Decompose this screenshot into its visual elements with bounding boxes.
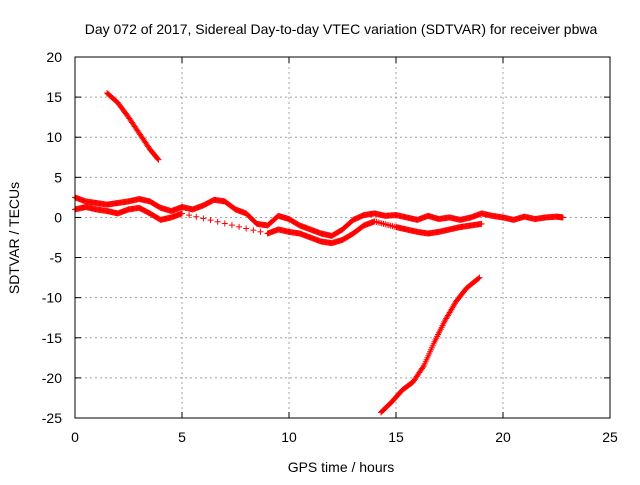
data-point	[154, 155, 161, 162]
y-tick-label: -10	[42, 290, 62, 306]
x-tick-label: 10	[281, 429, 297, 445]
data-layer	[72, 90, 566, 416]
data-point	[221, 220, 228, 227]
x-tick-label: 15	[388, 429, 404, 445]
y-tick-label: 20	[46, 49, 62, 65]
data-point	[214, 218, 221, 225]
x-axis-label: GPS time / hours	[288, 459, 395, 475]
ticks: 0 5 10 15 20 25 -25 -20 -15 -10 -5 0 5 10 15 20	[42, 49, 618, 445]
data-point	[478, 220, 485, 227]
x-tick-label: 0	[71, 429, 79, 445]
x-tick-label: 5	[178, 429, 186, 445]
data-point	[475, 275, 482, 282]
y-tick-label: -15	[42, 330, 62, 346]
plot-frame	[74, 56, 611, 419]
data-point	[200, 215, 207, 222]
data-point	[476, 274, 483, 281]
chart-title: Day 072 of 2017, Sidereal Day-to-day VTE…	[85, 21, 598, 37]
data-point	[193, 213, 200, 220]
y-tick-label: 5	[54, 169, 62, 185]
data-point	[243, 225, 250, 232]
data-point	[257, 228, 264, 235]
data-point	[228, 222, 235, 229]
data-point	[419, 364, 426, 371]
data-point	[250, 227, 257, 234]
data-point	[155, 156, 162, 163]
data-point	[207, 217, 214, 224]
y-tick-label: -25	[42, 410, 62, 426]
y-tick-label: -5	[50, 250, 63, 266]
y-axis-label: SDTVAR / TECUs	[6, 182, 22, 294]
y-tick-label: -20	[42, 370, 62, 386]
data-point	[186, 212, 193, 219]
data-point	[559, 214, 566, 221]
x-tick-label: 25	[602, 429, 618, 445]
y-tick-label: 10	[46, 129, 62, 145]
x-tick-label: 20	[495, 429, 511, 445]
data-point	[236, 223, 243, 230]
y-tick-label: 15	[46, 89, 62, 105]
y-tick-label: 0	[54, 209, 62, 225]
data-point	[179, 210, 185, 217]
